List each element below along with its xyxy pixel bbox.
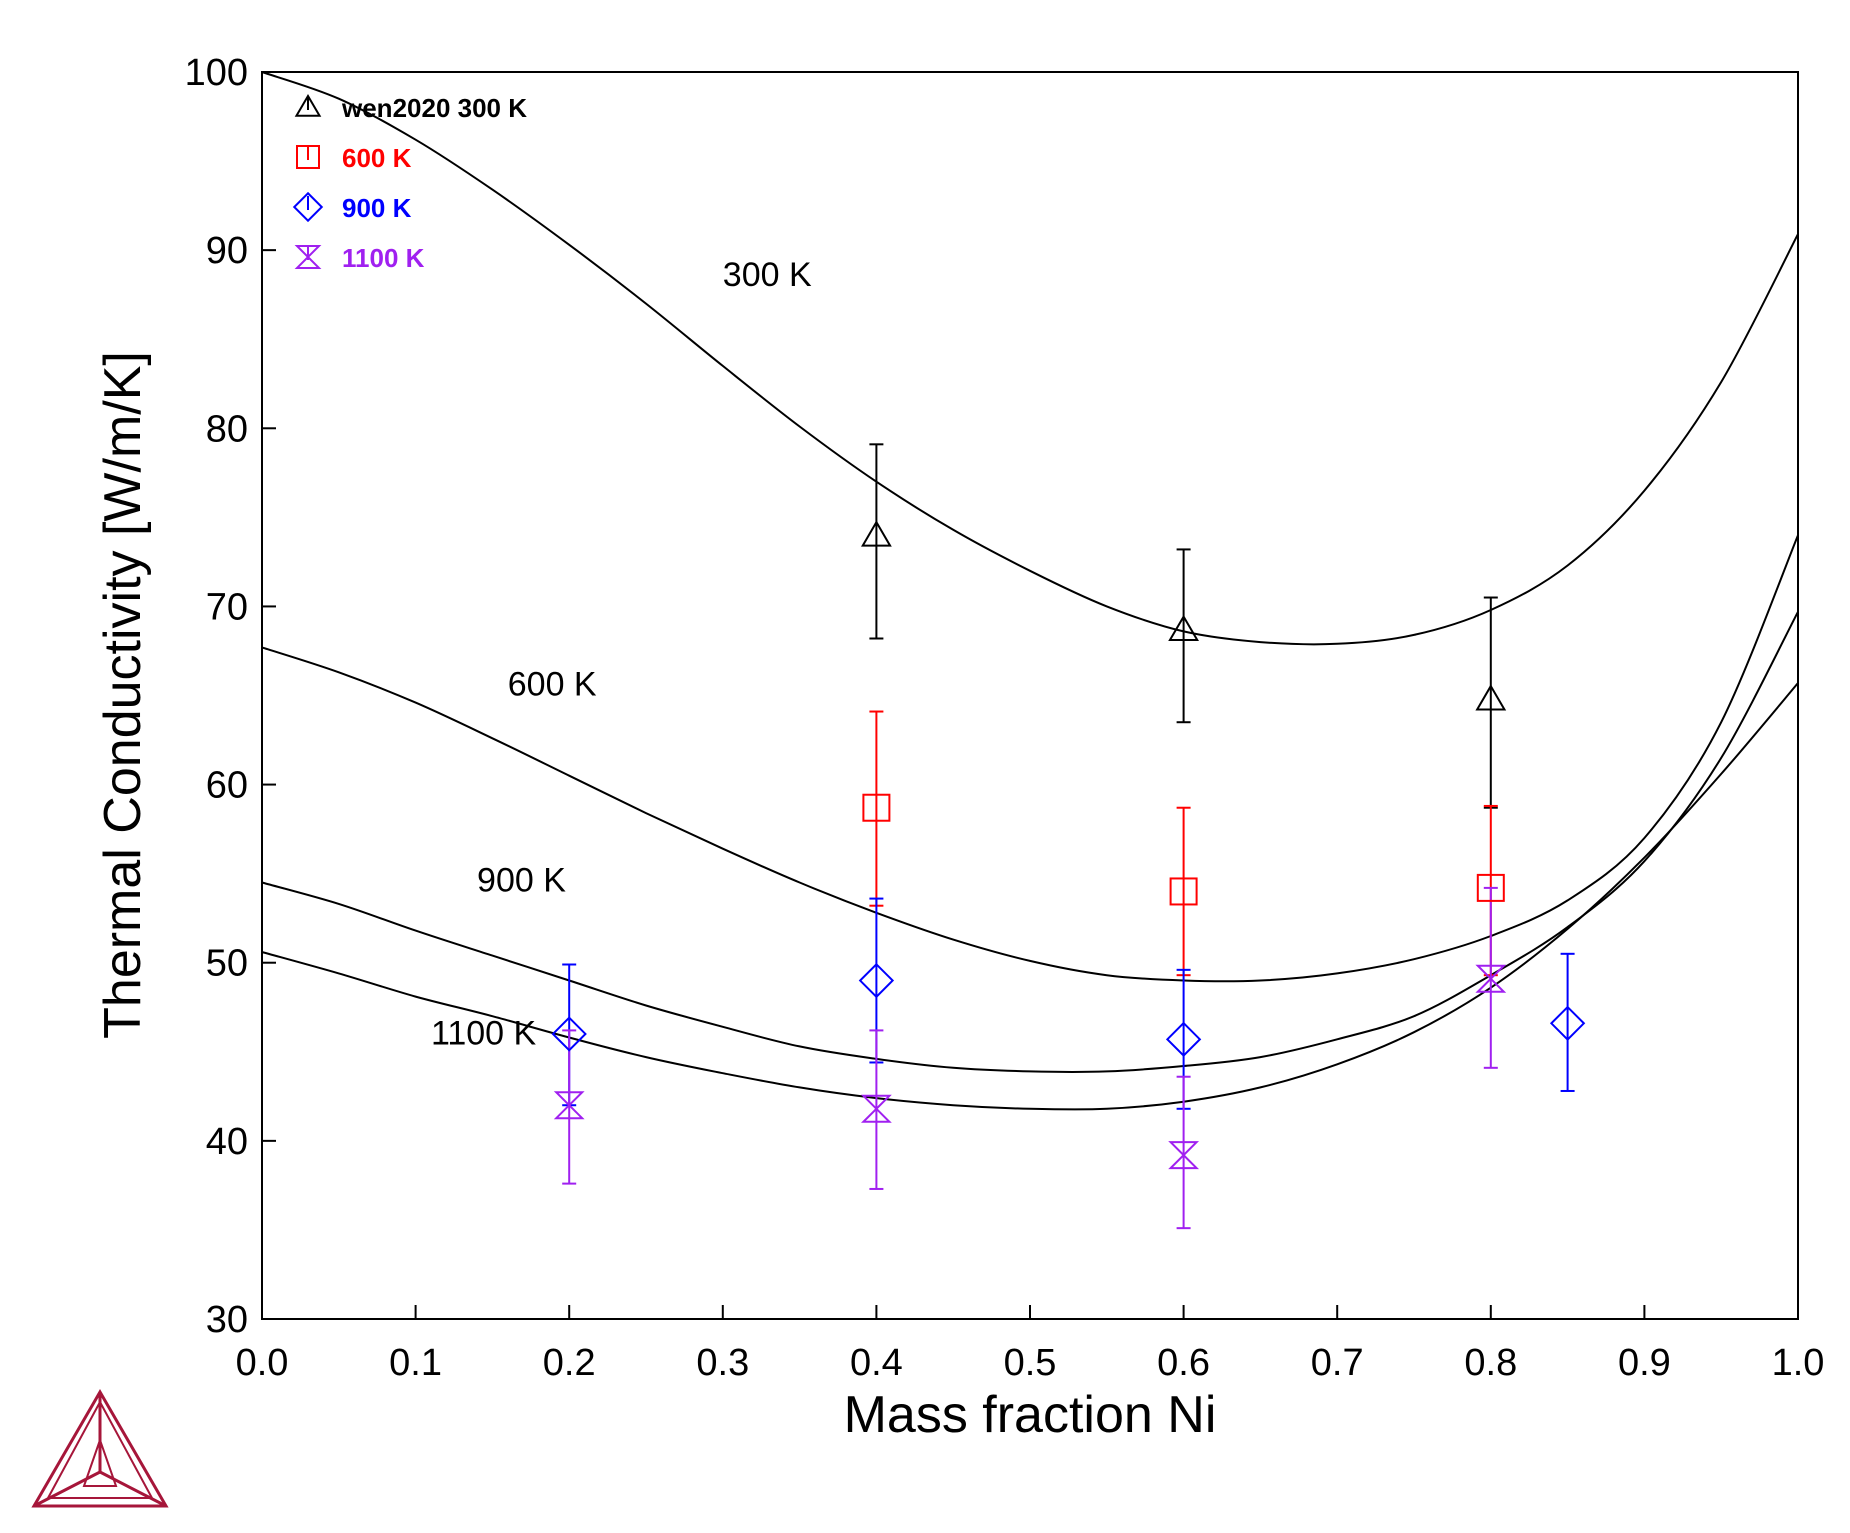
marker-1100-k [1475, 964, 1507, 993]
y-tick-label: 60 [206, 765, 248, 807]
legend-entry-1100-k: 1100 K [294, 243, 425, 273]
legend-label-1100-k: 1100 K [342, 243, 425, 273]
legend-entry-wen2020-300-k: wen2020 300 K [294, 93, 527, 123]
axis-ticks [261, 71, 1799, 1320]
legend-marker-900-k [292, 191, 324, 223]
legend-label-900-k: 900 K [342, 193, 412, 223]
curve-labels: 300 K 600 K 900 K 1100 K [431, 256, 812, 1053]
x-tick-label: 0.2 [543, 1342, 596, 1384]
curve-1100-k [261, 682, 1799, 1111]
marker-900-k [1165, 1021, 1202, 1057]
curve-label-1100-k: 1100 K [431, 1015, 537, 1053]
legend-entry-900-k: 900 K [292, 191, 412, 223]
y-tick-label: 100 [185, 52, 248, 94]
marker-600-k [862, 793, 891, 822]
error-bars [562, 443, 1575, 1230]
data-markers [551, 520, 1586, 1170]
marker-wen2020-300-k [861, 520, 892, 547]
curve-label-900-k: 900 K [477, 861, 566, 899]
marker-1100-k [1168, 1141, 1200, 1170]
marker-900-k [858, 962, 895, 999]
x-tick-label: 1.0 [1772, 1342, 1825, 1384]
marker-wen2020-300-k [1168, 614, 1199, 641]
error-bar-wen2020-300-k [869, 443, 884, 640]
marker-1100-k [860, 1094, 892, 1123]
y-tick-label: 70 [206, 586, 248, 628]
marker-600-k [1169, 877, 1198, 906]
y-tick-labels: 30 40 50 60 70 80 90 100 [185, 52, 248, 1341]
curve-300-k [261, 71, 1799, 646]
y-tick-label: 50 [206, 943, 248, 985]
x-tick-label: 0.1 [389, 1342, 442, 1384]
y-tick-label: 30 [206, 1299, 248, 1341]
marker-wen2020-300-k [1475, 684, 1507, 711]
error-bar-1100-k [1176, 1075, 1191, 1230]
marker-900-k [551, 1016, 587, 1052]
legend-marker-wen2020-300-k [294, 94, 322, 117]
error-bar-1100-k [562, 1029, 577, 1185]
x-tick-label: 0.7 [1311, 1342, 1364, 1384]
x-tick-label: 0.3 [696, 1342, 749, 1384]
error-bar-wen2020-300-k [1176, 548, 1191, 724]
x-tick-label: 0.5 [1004, 1342, 1057, 1384]
plot-frame [261, 71, 1799, 1320]
legend-label-600-k: 600 K [342, 143, 412, 173]
curve-label-300-k: 300 K [723, 256, 812, 294]
curve-600-k [261, 534, 1799, 983]
y-tick-label: 90 [206, 230, 248, 272]
x-tick-label: 0.8 [1464, 1342, 1517, 1384]
marker-1100-k [553, 1091, 585, 1120]
legend-marker-1100-k [294, 245, 322, 269]
error-bar-wen2020-300-k [1483, 596, 1498, 809]
y-axis-title: Thermal Conductivity [W/m/K] [94, 351, 152, 1039]
error-bar-600-k [869, 710, 884, 907]
error-bar-600-k [1176, 806, 1191, 977]
x-tick-labels: 0.0 0.1 0.2 0.3 0.4 0.5 0.6 0.7 0.8 0.9 1.0 [236, 1342, 1825, 1384]
error-bar-900-k [1560, 952, 1575, 1092]
x-axis-title: Mass fraction Ni [844, 1386, 1217, 1444]
legend: wen2020 300 K 600 K 900 K 1100 K [292, 93, 527, 273]
x-tick-label: 0.4 [850, 1342, 903, 1384]
model-curves [261, 71, 1799, 1111]
curve-label-600-k: 600 K [508, 666, 597, 704]
y-tick-label: 40 [206, 1121, 248, 1163]
thermo-calc-triangle-logo [31, 1389, 169, 1508]
marker-600-k [1476, 873, 1505, 902]
legend-entry-600-k: 600 K [296, 143, 412, 173]
x-tick-label: 0.0 [236, 1342, 289, 1384]
y-tick-label: 80 [206, 408, 248, 450]
x-tick-label: 0.6 [1157, 1342, 1210, 1384]
x-tick-label: 0.9 [1618, 1342, 1671, 1384]
marker-900-k [1549, 1005, 1586, 1041]
legend-label-wen2020-300-k: wen2020 300 K [341, 93, 527, 123]
